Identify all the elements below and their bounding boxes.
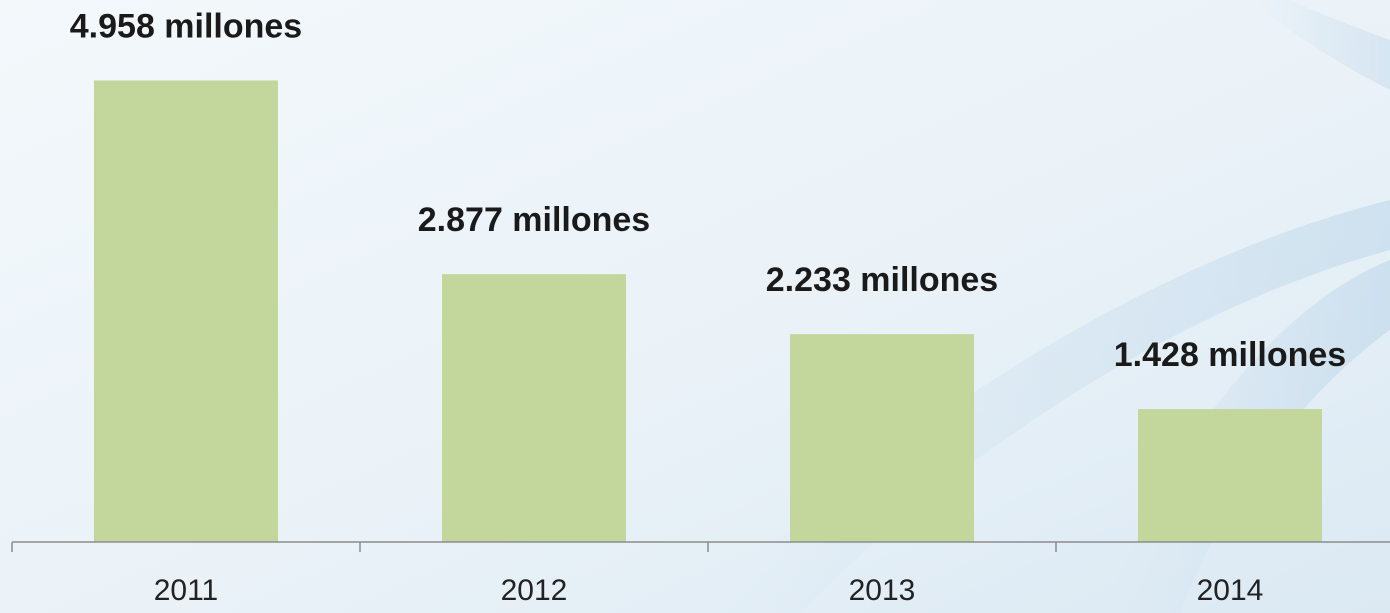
x-tick-label-2014: 2014	[1197, 574, 1264, 607]
data-label-2014: 1.428 millones	[1114, 336, 1346, 374]
x-tick-labels: 2011 2012 2013 2014	[154, 574, 1264, 607]
x-tick-label-2011: 2011	[154, 574, 219, 607]
data-label-2012: 2.877 millones	[418, 201, 650, 239]
data-label-2013: 2.233 millones	[766, 261, 998, 299]
x-axis	[11, 541, 1390, 552]
bar-2013	[790, 334, 974, 542]
background-swoosh	[1250, 0, 1390, 90]
bar-2014	[1138, 409, 1322, 542]
value-labels-layer: 4.958 millones 2.877 millones 2.233 millon…	[70, 7, 1346, 374]
bar-2012	[442, 274, 626, 542]
x-tick-label-2013: 2013	[849, 574, 916, 607]
bars-layer	[94, 80, 1322, 542]
bar-2011	[94, 80, 278, 542]
x-tick-label-2012: 2012	[501, 574, 568, 607]
data-label-2011: 4.958 millones	[70, 7, 302, 45]
